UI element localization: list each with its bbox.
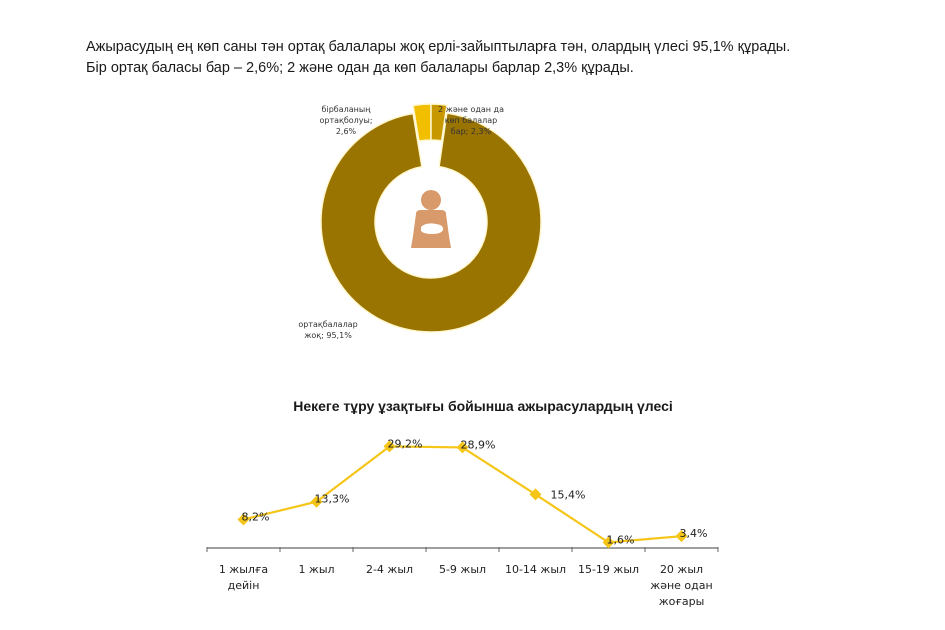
donut-chart: ортақбалалар жоқ; 95,1% бірбаланың ортақбол… <box>298 103 542 340</box>
diamond-marker <box>602 536 615 549</box>
x-category-label: 10-14 жыл <box>505 563 566 576</box>
x-category-label: 20 жыл және одан жоғары <box>650 563 712 608</box>
diamond-marker <box>675 530 688 543</box>
intro-text: Ажырасудың ең көп саны тән ортақ балалар… <box>86 37 790 79</box>
line-chart: Некеге тұру ұзақтығы бойынша ажырасулард… <box>206 398 719 608</box>
data-label: 3,4% <box>680 527 708 540</box>
x-category-label: 15-19 жыл <box>578 563 639 576</box>
diamond-marker <box>529 488 542 501</box>
x-category-label: 5-9 жыл <box>439 563 486 576</box>
line-chart-title: Некеге тұру ұзақтығы бойынша ажырасулард… <box>293 398 673 414</box>
donut-label-0: ортақбалалар жоқ; 95,1% <box>298 320 357 340</box>
donut-slice-0 <box>320 112 542 333</box>
intro-line-2: Бір ортақ баласы бар – 2,6%; 2 және одан… <box>86 60 634 76</box>
donut-label-2: 2 және одан да көп балалар бар; 2,3% <box>438 105 504 136</box>
data-label: 15,4% <box>551 488 586 501</box>
donut-label-1: бірбаланың ортақболуы; 2,6% <box>319 105 372 136</box>
data-label: 8,2% <box>242 510 270 523</box>
diamond-marker <box>456 441 469 454</box>
data-label: 28,9% <box>461 438 496 451</box>
diamond-marker <box>310 495 323 508</box>
diamond-marker <box>383 440 396 453</box>
x-category-label: 1 жылға дейін <box>219 563 268 592</box>
mother-holding-baby-icon <box>411 190 451 248</box>
x-category-label: 2-4 жыл <box>366 563 413 576</box>
intro-line-1: Ажырасудың ең көп саны тән ортақ балалар… <box>86 39 791 55</box>
donut-slice-2 <box>430 103 448 142</box>
data-line <box>243 445 682 544</box>
data-label: 1,6% <box>607 533 635 546</box>
diamond-marker <box>237 513 250 526</box>
data-label: 29,2% <box>388 437 423 450</box>
x-category-label: 1 жыл <box>298 563 334 576</box>
data-label: 13,3% <box>315 493 350 506</box>
